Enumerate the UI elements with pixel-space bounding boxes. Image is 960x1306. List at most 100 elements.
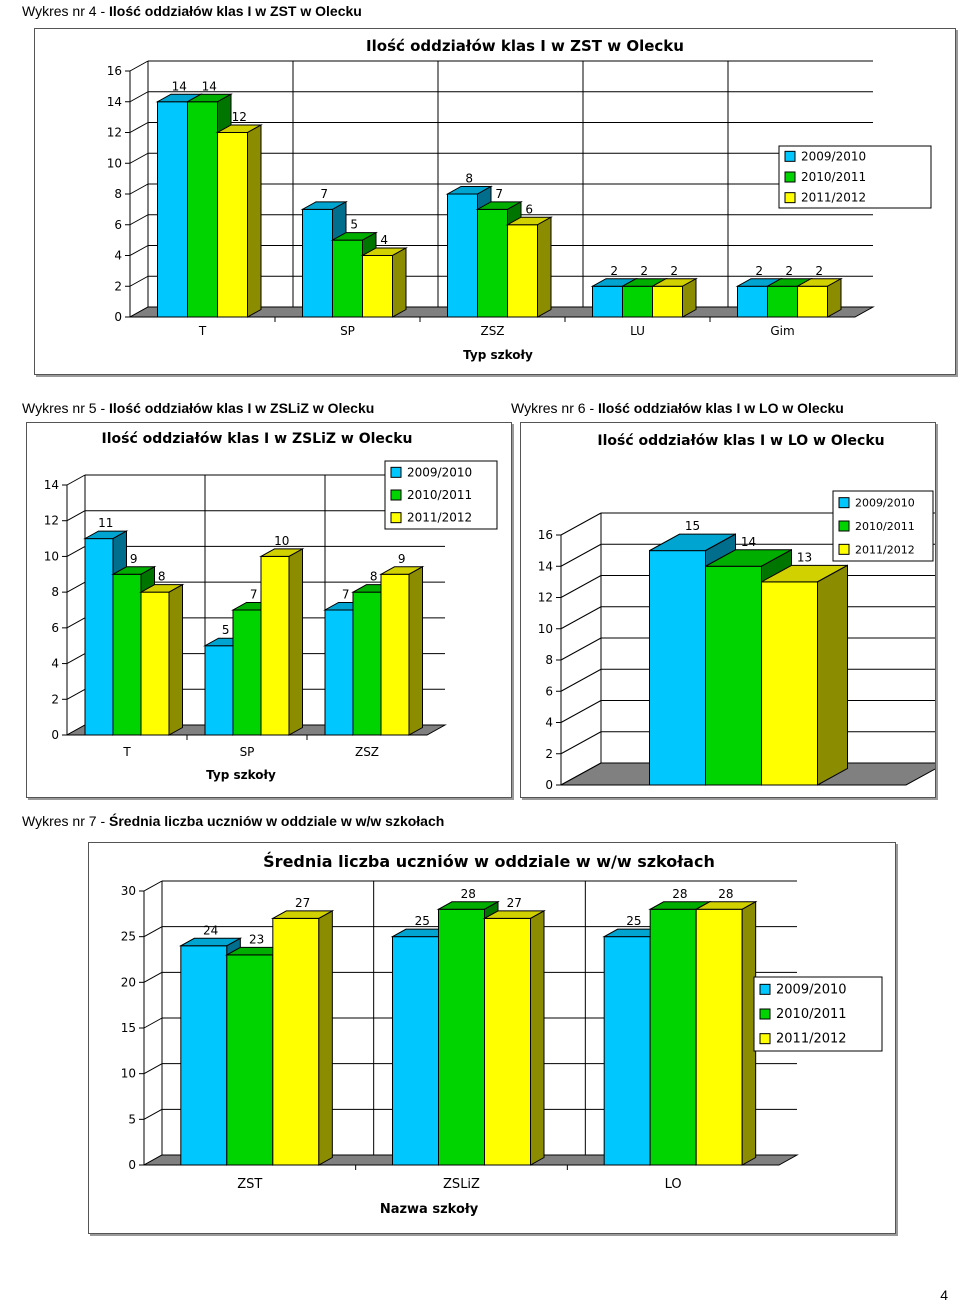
y-tick-label: 5	[128, 1112, 136, 1126]
chart-panel-6: Ilość oddziałów klas I w LO w Olecku 0 2 4 6…	[520, 422, 936, 798]
grid-diag	[129, 122, 149, 133]
bar-c4-1-0	[187, 101, 218, 318]
data-label: 13	[797, 550, 812, 564]
grid-diag	[143, 971, 163, 983]
grid-diag	[560, 668, 602, 692]
legend-swatch	[784, 150, 796, 162]
data-label: 15	[685, 519, 700, 533]
data-label: 4	[380, 233, 388, 247]
grid-diag	[66, 653, 86, 665]
chart-5-svg: Ilość oddziałów klas I w ZSLiZ w Olecku 0…	[44, 431, 498, 782]
caption-title: Ilość oddziałów klas I w LO w Olecku	[598, 400, 844, 416]
grid-diag	[129, 183, 149, 195]
category-label: Gim	[770, 324, 794, 338]
grid-diag	[66, 545, 86, 557]
y-tick-label: 10	[538, 622, 553, 636]
legend-entry: 2010/2011	[801, 170, 866, 184]
grid-diag	[129, 152, 149, 164]
chart-title: Ilość oddziałów klas I w LO w Olecku	[597, 433, 884, 449]
data-label: 5	[222, 623, 230, 637]
y-tick-label: 6	[114, 218, 122, 232]
legend-swatch	[838, 497, 850, 509]
data-label: 14	[202, 79, 217, 93]
y-tick-label: 0	[128, 1158, 136, 1172]
bar-c5-0-1	[204, 645, 234, 736]
bar-c7-2-2	[695, 908, 743, 1166]
caption-chart-4: Wykres nr 4 - Ilość oddziałów klas I w Z…	[22, 3, 362, 19]
bar-c4-1-3	[622, 285, 653, 318]
y-tick-label: 8	[114, 187, 122, 201]
y-tick-label: 0	[114, 310, 122, 324]
chart-6-svg: Ilość oddziałów klas I w LO w Olecku 0 2 4 6…	[538, 433, 935, 792]
legend-entry: 2009/2010	[855, 497, 915, 510]
data-label: 27	[295, 896, 310, 910]
grid-diag	[66, 617, 86, 629]
data-label: 2	[785, 264, 793, 278]
legend-swatch	[390, 512, 402, 524]
grid-diag	[129, 245, 149, 256]
caption-prefix: Wykres nr 5 -	[22, 400, 109, 416]
bar-c5-2-1	[260, 555, 290, 736]
bar-side	[530, 910, 545, 1166]
data-label: 2	[670, 264, 678, 278]
category-label: ZSZ	[480, 324, 504, 338]
data-label: 11	[98, 516, 113, 530]
grid-diag	[560, 543, 602, 567]
data-label: 7	[250, 588, 258, 602]
data-label: 8	[465, 172, 473, 186]
bar-c5-0-0	[84, 538, 114, 736]
legend-swatch	[390, 489, 402, 501]
data-label: 27	[507, 896, 522, 910]
bar-c4-2-1	[362, 255, 393, 318]
y-tick-label: 4	[114, 249, 122, 263]
data-label: 8	[370, 570, 378, 584]
y-tick-label: 8	[51, 585, 59, 599]
grid-diag	[560, 731, 602, 755]
caption-chart-7: Wykres nr 7 - Średnia liczba uczniów w o…	[22, 813, 444, 829]
category-label: LO	[665, 1177, 682, 1192]
chart-panel-5: Ilość oddziałów klas I w ZSLiZ w Olecku 0…	[26, 422, 512, 798]
grid-diag	[129, 91, 149, 103]
data-label: 2	[815, 264, 823, 278]
data-label: 8	[158, 570, 166, 584]
bar-c4-1-1	[332, 239, 363, 318]
grid-diag	[66, 510, 86, 522]
chart-panel-4: Ilość oddziałów klas I w ZST w Olecku 0 2 4…	[34, 28, 956, 375]
y-tick-label: 12	[107, 126, 122, 140]
grid-diag	[143, 1017, 163, 1029]
caption-prefix: Wykres nr 7 -	[22, 813, 109, 829]
grid-diag	[143, 1108, 163, 1120]
y-tick-label: 10	[107, 156, 122, 170]
grid-diag	[66, 688, 86, 700]
data-label: 25	[626, 914, 641, 928]
grid-diag	[560, 512, 602, 536]
legend-box	[753, 976, 883, 1052]
y-tick-label: 30	[121, 884, 136, 898]
bar-c4-2-4	[797, 285, 828, 318]
bar-c4-2-3	[652, 285, 683, 318]
grid-diag	[129, 275, 149, 287]
grid-diag	[66, 581, 86, 593]
bar-c4-0-4	[737, 285, 768, 318]
y-tick-label: 2	[114, 279, 122, 293]
y-tick-label: 8	[545, 653, 553, 667]
grid-diag	[560, 575, 602, 598]
y-tick-label: 0	[545, 778, 553, 792]
bar-c5-1-0	[112, 573, 142, 736]
bar-side	[827, 277, 842, 318]
category-label: T	[122, 745, 131, 759]
category-label: T	[198, 324, 207, 338]
y-tick-label: 4	[51, 657, 59, 671]
legend-swatch	[784, 192, 796, 204]
bar-c7-1-0	[226, 954, 274, 1166]
legend-entry: 2009/2010	[801, 149, 866, 163]
y-tick-label: 16	[107, 64, 122, 78]
legend-swatch	[759, 1033, 771, 1045]
grid-diag	[129, 60, 149, 72]
bar-c6-2-0	[761, 581, 818, 786]
x-axis-label: Nazwa szkoły	[380, 1202, 479, 1217]
data-label: 28	[718, 887, 733, 901]
category-label: LU	[630, 324, 645, 338]
chart-7-svg: Średnia liczba uczniów w oddziale w w/w …	[121, 852, 883, 1217]
data-label: 28	[672, 887, 687, 901]
